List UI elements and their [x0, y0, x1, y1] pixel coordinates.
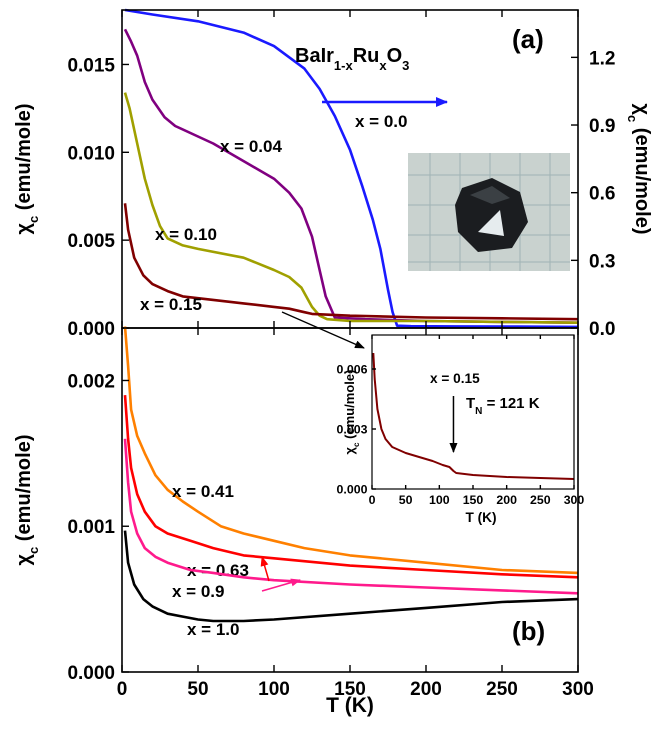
y-axis-label-sub: c — [26, 547, 41, 554]
y2-tick-label: 0.3 — [589, 251, 615, 272]
y2-tick-label: 0.0 — [589, 319, 615, 340]
y2-axis-label-sub: c — [626, 115, 641, 122]
chart-title-part: O — [387, 45, 403, 67]
y-axis-label: χc (emu/mole) — [13, 435, 41, 566]
panel-label: (b) — [512, 616, 545, 646]
y2-axis-label-part: χ — [631, 104, 653, 116]
x-tick-label: 0 — [117, 679, 128, 700]
series-label: x = 0.9 — [172, 582, 224, 601]
x-tick-label: 100 — [429, 493, 450, 507]
x-tick-label: 50 — [399, 493, 413, 507]
series-line — [123, 92, 579, 324]
series-line — [123, 203, 579, 321]
series-line — [123, 326, 579, 575]
y-tick-label: 0.003 — [337, 423, 368, 437]
y-tick-label: 0.015 — [67, 55, 115, 76]
x-tick-label: 50 — [187, 679, 208, 700]
x-tick-label: 150 — [463, 493, 484, 507]
annotation-part: = 121 K — [482, 395, 539, 412]
inset-background — [372, 335, 574, 489]
panel-label: (a) — [512, 24, 544, 54]
x-tick-label: 200 — [496, 493, 517, 507]
chart-title-sub: 3 — [402, 58, 409, 73]
y-tick-label: 0.001 — [67, 517, 115, 538]
x-axis-label: T (K) — [326, 694, 374, 717]
x-tick-label: 100 — [258, 679, 290, 700]
label-pointer — [261, 578, 301, 592]
y2-axis-label-part: (emu/mole) — [631, 122, 653, 234]
inset-pointer — [281, 311, 365, 349]
series-label: x = 0.10 — [155, 225, 217, 244]
annotation: TN = 121 K — [466, 395, 540, 417]
y-axis-label-part: χ — [13, 223, 35, 235]
sample-photo — [408, 153, 570, 271]
series-line — [123, 28, 579, 324]
label-pointer — [260, 556, 270, 582]
x-tick-label: 250 — [530, 493, 551, 507]
chart-title-sub: x — [379, 58, 387, 73]
series-label: x = 1.0 — [187, 620, 239, 639]
y2-tick-label: 0.6 — [589, 184, 615, 205]
y-axis-label-part: χ — [13, 554, 35, 566]
x-tick-label: 300 — [564, 493, 585, 507]
plot-layer: x = 0.0x = 0.04x = 0.10x = 0.150.0000.00… — [13, 8, 654, 717]
series-label: x = 0.41 — [172, 482, 234, 501]
series-line — [123, 438, 579, 595]
y-axis-label: χc (emu/mole) — [13, 104, 41, 235]
y-tick-label: 0.005 — [67, 231, 115, 252]
y-axis-label: χc (emu/mole) — [342, 370, 361, 455]
annotation-sub: N — [475, 406, 482, 417]
y-axis-label-part: χ — [342, 446, 357, 454]
series-label: x = 0.15 — [430, 371, 480, 386]
x-tick-label: 250 — [486, 679, 518, 700]
y2-tick-label: 1.2 — [589, 48, 615, 69]
series-line — [123, 395, 579, 579]
y-axis-label-part: (emu/mole) — [13, 435, 35, 547]
series-line — [124, 8, 579, 329]
series-line — [123, 530, 579, 623]
series-label: x = 0.15 — [140, 295, 202, 314]
y-tick-label: 0.010 — [67, 143, 115, 164]
y-axis-label-part: (emu/mole) — [342, 370, 357, 443]
x-tick-label: 0 — [369, 493, 376, 507]
y-tick-label: 0.000 — [67, 319, 115, 340]
y-tick-label: 0.006 — [337, 363, 368, 377]
y-axis-label-part: (emu/mole) — [13, 104, 35, 216]
y-tick-label: 0.000 — [337, 483, 368, 497]
y-axis-label-sub: c — [26, 216, 41, 223]
series-label: x = 0.0 — [355, 112, 407, 131]
series-label: x = 0.04 — [220, 137, 282, 156]
series-line — [372, 352, 575, 480]
y2-tick-label: 0.9 — [589, 116, 615, 137]
y-tick-label: 0.000 — [67, 663, 115, 684]
chart-title: BaIr1-xRuxO3 — [295, 45, 409, 73]
chart-title-part: BaIr — [295, 45, 334, 67]
y-tick-label: 0.002 — [67, 371, 115, 392]
chart-title-part: Ru — [353, 45, 380, 67]
chart-title-sub: 1-x — [334, 58, 354, 73]
x-tick-label: 200 — [410, 679, 442, 700]
y2-axis-label: χc (emu/mole) — [626, 104, 654, 235]
x-axis-label: T (K) — [465, 510, 496, 525]
y-axis-label-sub: c — [352, 442, 361, 447]
x-tick-label: 150 — [334, 679, 366, 700]
x-tick-label: 300 — [562, 679, 594, 700]
annotation-part: T — [466, 395, 475, 412]
